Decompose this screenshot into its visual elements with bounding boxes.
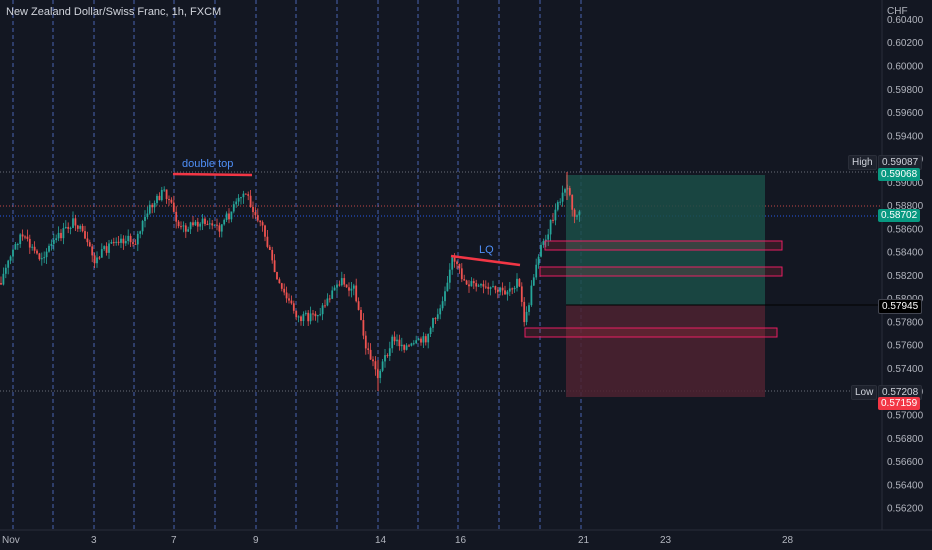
time-tick-label: 23 <box>660 535 672 546</box>
double-top-label: double top <box>182 158 234 170</box>
stop-loss-tag: 0.57159 <box>878 397 921 410</box>
price-tick-label: 0.59000 <box>887 178 924 189</box>
price-tick-label: 0.59600 <box>887 108 924 119</box>
time-tick-label: Nov <box>2 535 20 546</box>
zone-box-middle[interactable] <box>539 266 783 277</box>
time-axis-labels: Nov 3 7 9 14 16 21 23 28 <box>2 535 794 546</box>
time-tick-label: 14 <box>375 535 387 546</box>
zone-box-lower[interactable] <box>524 327 778 338</box>
price-tick-label: 0.59800 <box>887 85 924 96</box>
double-top-line[interactable] <box>172 172 253 177</box>
price-tick-label: 0.60200 <box>887 38 924 49</box>
price-tick-label: 0.60000 <box>887 62 924 73</box>
zone-box-upper[interactable] <box>544 240 783 251</box>
drawings[interactable] <box>172 172 783 338</box>
price-tick-label: 0.57400 <box>887 364 924 375</box>
last-price-tag: 0.58702 <box>878 209 921 222</box>
candlesticks <box>0 172 581 391</box>
price-tick-label: 0.58600 <box>887 224 924 235</box>
price-tick-label: 0.59400 <box>887 131 924 142</box>
price-tick-label: 0.60400 <box>887 15 924 26</box>
high-label: High <box>848 155 877 170</box>
time-tick-label: 3 <box>91 535 97 546</box>
time-tick-label: 16 <box>455 535 467 546</box>
currency-label: CHF <box>887 6 908 17</box>
price-tick-label: 0.56400 <box>887 480 924 491</box>
price-tick-label: 0.57000 <box>887 411 924 422</box>
lq-line[interactable] <box>450 254 521 267</box>
price-tick-label: 0.58800 <box>887 201 924 212</box>
entry-price-tag: 0.57945 <box>878 299 923 314</box>
position-zones[interactable] <box>566 175 882 397</box>
price-tick-label: 0.58200 <box>887 271 924 282</box>
time-tick-label: 28 <box>782 535 794 546</box>
session-separators <box>12 0 582 530</box>
low-label: Low <box>851 385 878 400</box>
price-tick-label: 0.56600 <box>887 457 924 468</box>
price-tick-label: 0.57600 <box>887 341 924 352</box>
lq-label: LQ <box>479 244 494 256</box>
price-tick-label: 0.56800 <box>887 434 924 445</box>
stop-loss-zone[interactable] <box>566 305 765 397</box>
time-tick-label: 21 <box>578 535 590 546</box>
price-tick-label: 0.57800 <box>887 317 924 328</box>
price-axis-labels: 0.60400 0.60200 0.60000 0.59800 0.59600 0.594… <box>887 15 924 515</box>
price-tick-label: 0.56200 <box>887 504 924 515</box>
symbol-title[interactable]: New Zealand Dollar/Swiss Franc, 1h, FXCM <box>6 6 222 18</box>
take-profit-tag: 0.59068 <box>878 168 921 181</box>
time-tick-label: 7 <box>171 535 177 546</box>
take-profit-zone[interactable] <box>566 175 765 305</box>
price-tick-label: 0.58400 <box>887 248 924 259</box>
time-tick-label: 9 <box>253 535 259 546</box>
